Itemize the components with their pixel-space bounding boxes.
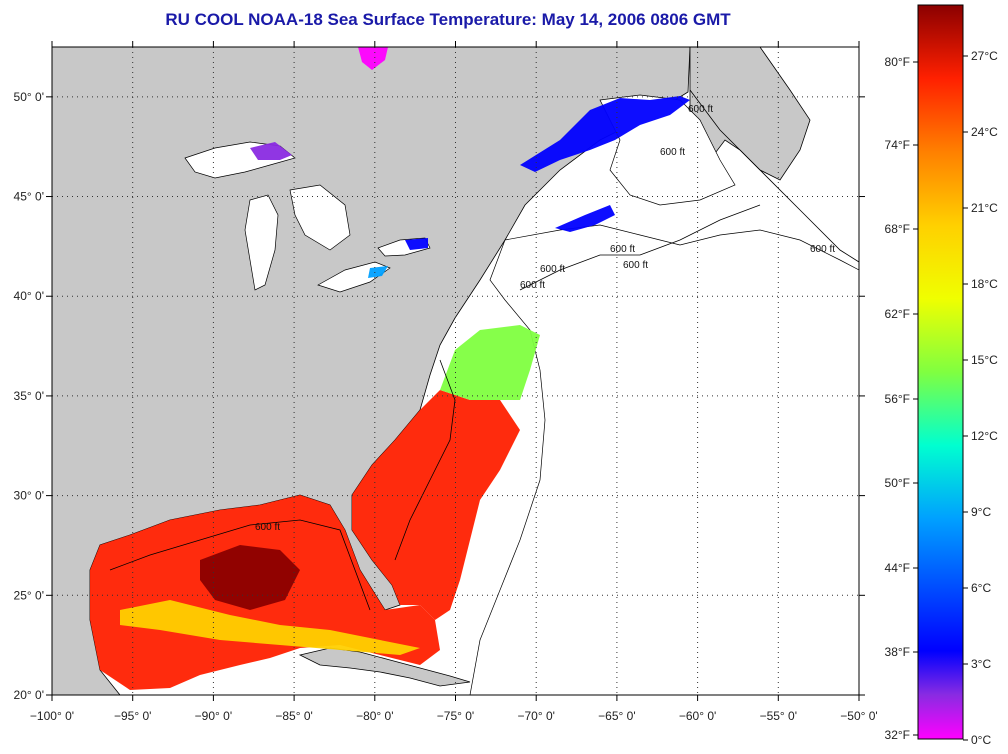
lon-tick-label: −60° 0' [679, 709, 716, 723]
lon-tick-label: −55° 0' [760, 709, 797, 723]
temperature-colorbar [917, 4, 964, 740]
isobath-labels: 600 ft 600 ft 600 ft 600 ft 600 ft 600 ft 600 … [255, 104, 835, 533]
isobath-label: 600 ft [255, 522, 280, 533]
isobath-label: 600 ft [623, 260, 648, 271]
sst-gulf-st-lawrence-cold [520, 96, 690, 172]
colorbar-c-label: 15°C [971, 353, 998, 367]
sst-bay-of-fundy-cold [555, 205, 615, 232]
colorbar-f-label: 32°F [885, 728, 910, 742]
sst-lake-erie-cold [368, 266, 388, 278]
isobath-600ft-atlantic [394, 359, 456, 561]
colorbar-celsius-labels: 27°C 24°C 21°C 18°C 15°C 12°C 9°C 6°C 3°C 0°C [963, 49, 998, 747]
colorbar-f-label: 74°F [885, 138, 910, 152]
lon-tick-label: −75° 0' [437, 709, 474, 723]
lon-tick-label: −95° 0' [114, 709, 151, 723]
colorbar-c-label: 9°C [971, 505, 991, 519]
colorbar-f-label: 80°F [885, 55, 910, 69]
lake-michigan [244, 194, 279, 291]
lat-tick-label: 30° 0' [14, 489, 44, 503]
colorbar-c-label: 27°C [971, 49, 998, 63]
sst-lake-superior-cold [250, 142, 292, 160]
isobath-600ft [689, 89, 859, 263]
lon-tick-label: −85° 0' [275, 709, 312, 723]
sst-northern-lake-cold [358, 47, 388, 70]
colorbar-c-label: 3°C [971, 657, 991, 671]
lake-huron [289, 184, 351, 251]
land-cuba [298, 647, 471, 687]
map-title: RU COOL NOAA-18 Sea Surface Temperature:… [165, 10, 731, 29]
isobath-label: 600 ft [660, 147, 685, 158]
longitude-axis: −100° 0' −95° 0' −90° 0' −85° 0' −80° 0' −75°… [30, 41, 878, 723]
isobath-label: 600 ft [688, 104, 713, 115]
colorbar-f-label: 56°F [885, 392, 910, 406]
lat-tick-label: 35° 0' [14, 389, 44, 403]
sst-gulf-stream [352, 390, 520, 620]
colorbar-f-label: 50°F [885, 476, 910, 490]
lon-tick-label: −90° 0' [195, 709, 232, 723]
isobath-label: 600 ft [810, 244, 835, 255]
colorbar-c-label: 21°C [971, 201, 998, 215]
colorbar-c-label: 12°C [971, 429, 998, 443]
colorbar-f-label: 38°F [885, 645, 910, 659]
lat-tick-label: 25° 0' [14, 588, 44, 602]
isobath-600ft-shelf [519, 204, 761, 291]
graticule [52, 47, 859, 695]
colorbar-c-label: 0°C [971, 733, 991, 747]
lat-tick-label: 45° 0' [14, 190, 44, 204]
colorbar-f-label: 62°F [885, 307, 910, 321]
colorbar-c-label: 18°C [971, 277, 998, 291]
lon-tick-label: −100° 0' [30, 709, 74, 723]
colorbar-c-label: 6°C [971, 581, 991, 595]
lon-tick-label: −70° 0' [517, 709, 554, 723]
latitude-axis: 20° 0' 25° 0' 30° 0' 35° 0' 40° 0' 45° 0' 50° … [14, 90, 865, 702]
colorbar-f-label: 44°F [885, 561, 910, 575]
sst-cool-coastal-band [120, 600, 420, 655]
isobath-label: 600 ft [610, 244, 635, 255]
lat-tick-label: 20° 0' [14, 688, 44, 702]
lon-tick-label: −80° 0' [356, 709, 393, 723]
sst-lake-ontario-cold [405, 238, 428, 250]
sst-warm-core [200, 545, 300, 610]
lon-tick-label: −65° 0' [598, 709, 635, 723]
colorbar-c-label: 24°C [971, 125, 998, 139]
colorbar-f-label: 68°F [885, 222, 910, 236]
lat-tick-label: 50° 0' [14, 90, 44, 104]
isobath-600ft-gulf [109, 519, 371, 611]
isobath-label: 600 ft [520, 280, 545, 291]
map-area[interactable]: 600 ft 600 ft 600 ft 600 ft 600 ft 600 ft 600 … [52, 47, 859, 695]
sst-mid-atlantic [440, 325, 540, 400]
lat-tick-label: 40° 0' [14, 289, 44, 303]
isobath-label: 600 ft [540, 264, 565, 275]
colorbar-fahrenheit-labels: 80°F 74°F 68°F 62°F 56°F 50°F 44°F 38°F 32°F [885, 55, 918, 742]
lon-tick-label: −50° 0' [840, 709, 877, 723]
